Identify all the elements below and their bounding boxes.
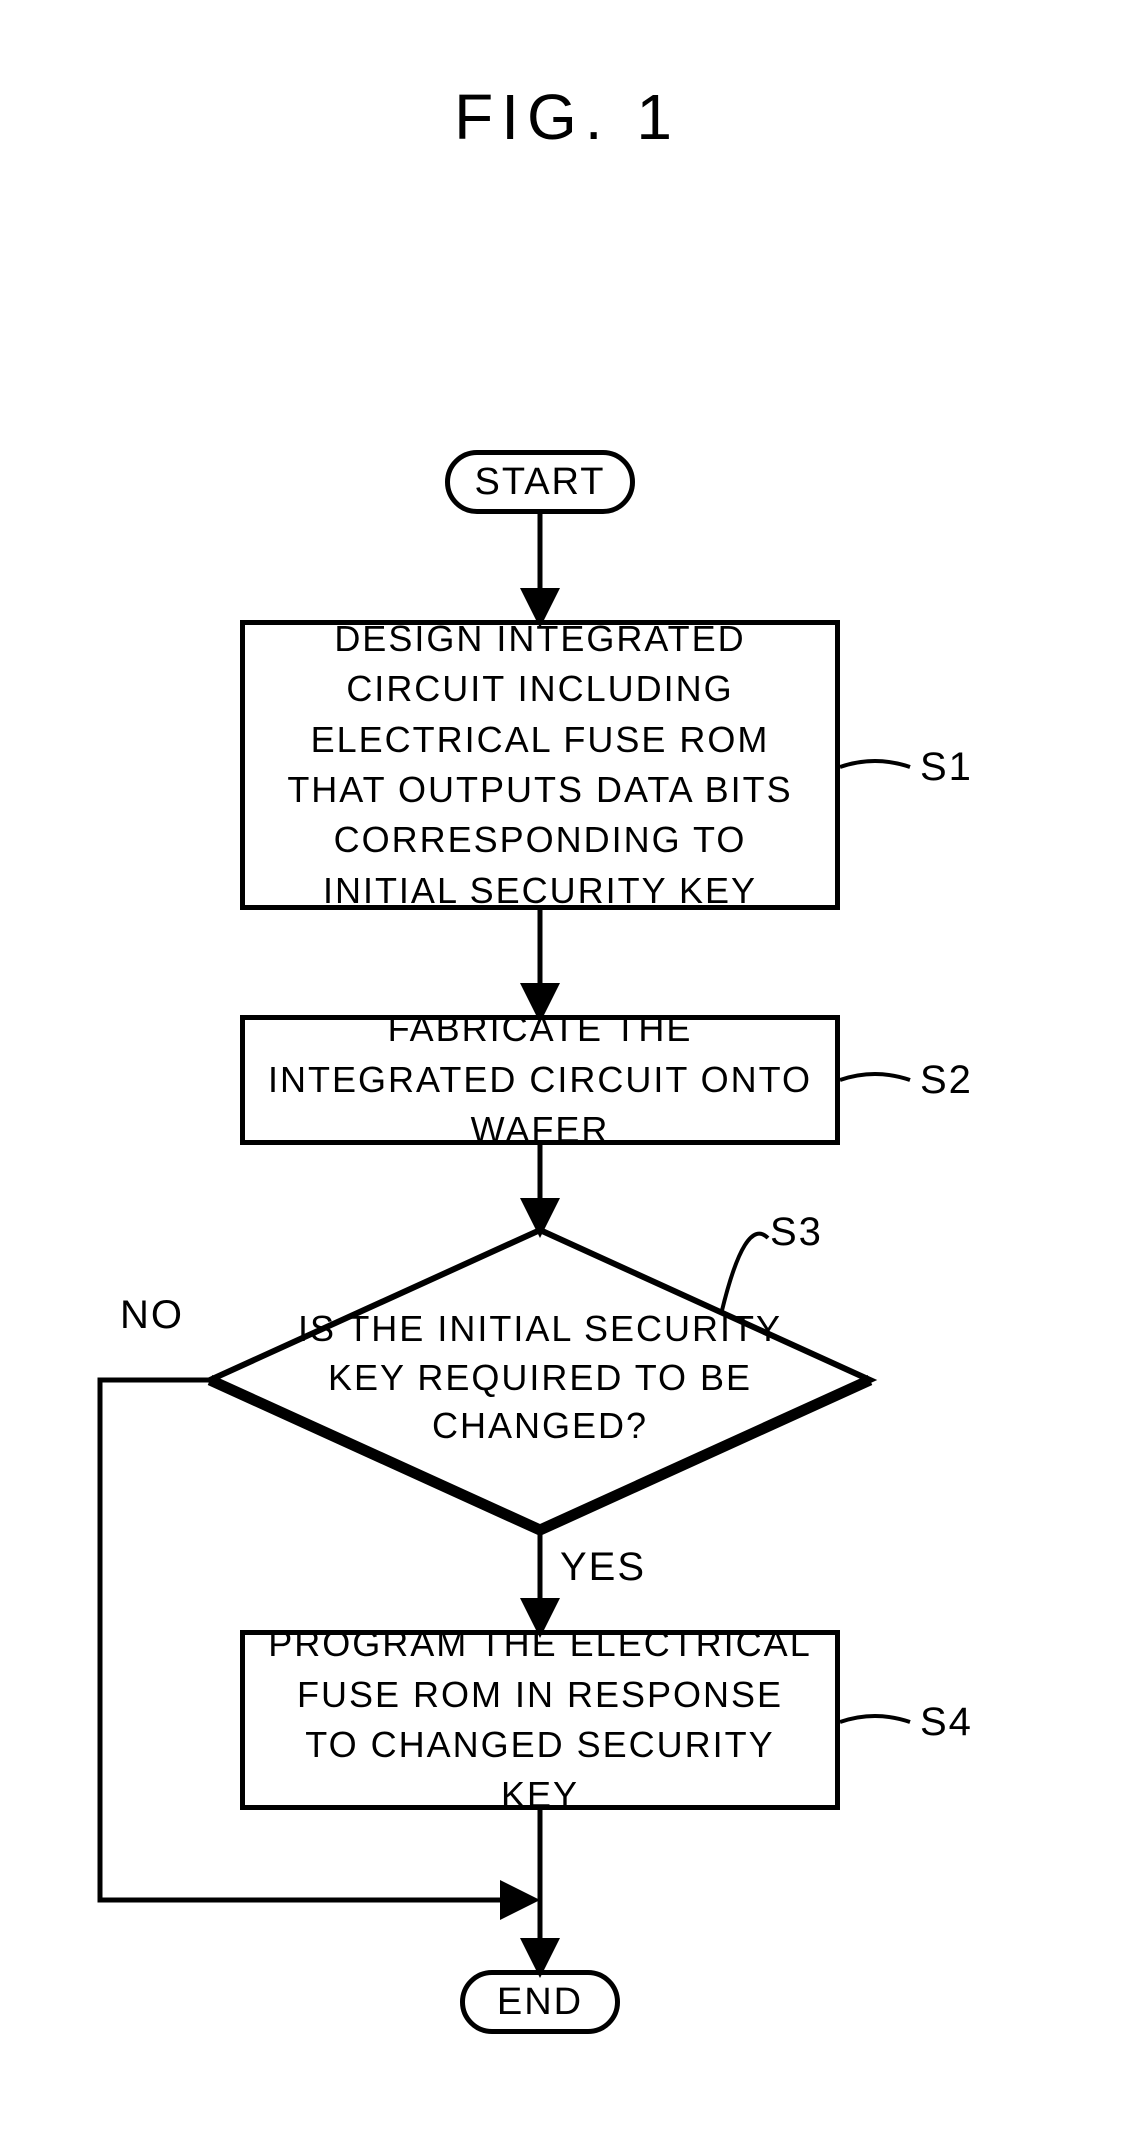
branch-no-label: NO: [120, 1293, 184, 1338]
process-s2-text: FABRICATE THE INTEGRATED CIRCUIT ONTO WA…: [265, 1004, 815, 1155]
decision-s3-text: IS THE INITIAL SECURITY KEY REQUIRED TO …: [280, 1305, 800, 1451]
process-s1: DESIGN INTEGRATED CIRCUIT INCLUDING ELEC…: [240, 620, 840, 910]
process-s4: PROGRAM THE ELECTRICAL FUSE ROM IN RESPO…: [240, 1630, 840, 1810]
terminal-start: START: [445, 450, 635, 514]
terminal-end: END: [460, 1970, 620, 2034]
label-s4: S4: [920, 1700, 973, 1745]
label-s3: S3: [770, 1210, 823, 1255]
process-s4-text: PROGRAM THE ELECTRICAL FUSE ROM IN RESPO…: [265, 1619, 815, 1821]
label-s1: S1: [920, 745, 973, 790]
process-s1-text: DESIGN INTEGRATED CIRCUIT INCLUDING ELEC…: [265, 614, 815, 916]
terminal-end-label: END: [497, 1981, 583, 2024]
label-s2: S2: [920, 1058, 973, 1103]
branch-yes-label: YES: [560, 1545, 646, 1590]
figure-title: FIG. 1: [0, 80, 1134, 154]
page-root: FIG. 1 START DESIGN INTEGRATED CIRCUIT I…: [0, 0, 1134, 2130]
terminal-start-label: START: [474, 461, 605, 504]
process-s2: FABRICATE THE INTEGRATED CIRCUIT ONTO WA…: [240, 1015, 840, 1145]
